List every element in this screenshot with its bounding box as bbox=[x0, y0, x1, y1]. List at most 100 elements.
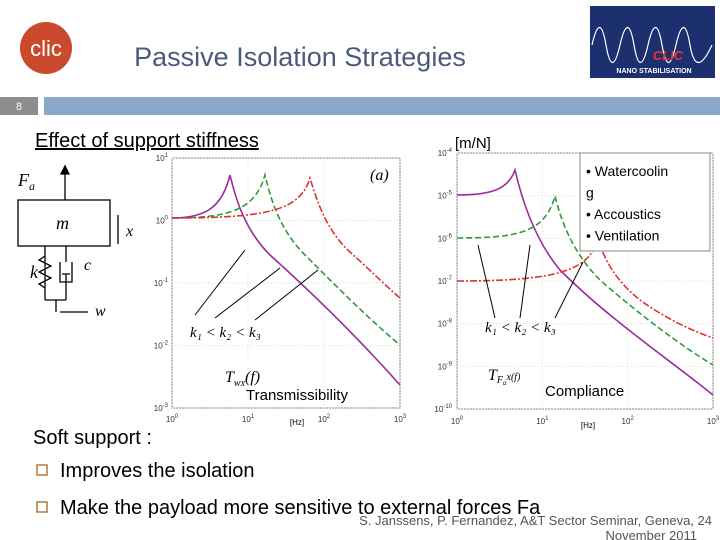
tick-exponent: 0 bbox=[165, 216, 169, 222]
right-logo-text: CLIC bbox=[653, 48, 684, 63]
tick-label: 101 bbox=[242, 414, 255, 424]
notes: • Watercoolin g • Accoustics • Ventilation bbox=[586, 163, 668, 244]
tick-base: 10 bbox=[318, 415, 327, 424]
tick-exponent: -2 bbox=[163, 341, 169, 347]
x-unit: [Hz] bbox=[581, 421, 595, 430]
bullets: Improves the isolation Make the payload m… bbox=[36, 460, 541, 519]
tick-exponent: 3 bbox=[716, 416, 720, 422]
right-curve-k3 bbox=[456, 237, 714, 339]
fn-main: T bbox=[225, 369, 235, 386]
diagram-label: c bbox=[84, 257, 91, 274]
tick-base: 10 bbox=[451, 417, 460, 426]
arrow bbox=[477, 244, 496, 319]
tick-label: 100 bbox=[451, 416, 464, 426]
diagram-label: m bbox=[56, 213, 69, 233]
stiffness-label: k₁ < k₂ < k₃ bbox=[485, 320, 556, 336]
tick-base: 10 bbox=[156, 154, 165, 163]
tick-exponent: -6 bbox=[447, 233, 453, 239]
tick-base: 10 bbox=[438, 320, 447, 329]
pointer-arrows bbox=[194, 244, 584, 321]
fn-sub: F bbox=[496, 375, 504, 386]
caption: Transmissibility bbox=[246, 387, 348, 404]
force-sub: a bbox=[29, 179, 35, 193]
fn-sub: wx bbox=[234, 378, 246, 389]
bullet-icon bbox=[36, 464, 48, 476]
tick-base: 10 bbox=[434, 405, 443, 414]
note-line: • Watercoolin bbox=[586, 163, 668, 179]
right-logo-subtext: NANO STABILISATION bbox=[616, 68, 691, 75]
fn-subsub: a bbox=[503, 379, 507, 387]
function-label: Twx(f) bbox=[225, 369, 260, 389]
intro: Soft support : bbox=[33, 427, 152, 449]
tick-label: 101 bbox=[536, 416, 549, 426]
tick-exponent: 2 bbox=[630, 416, 634, 422]
right-logo bbox=[590, 6, 715, 78]
note-line: g bbox=[586, 185, 594, 201]
panel-label: (a) bbox=[370, 167, 389, 184]
title: Passive Isolation Strategies bbox=[134, 42, 466, 72]
tick-exponent: 0 bbox=[460, 416, 464, 422]
heading: Effect of support stiffness bbox=[35, 130, 259, 152]
tick-exponent: -9 bbox=[447, 361, 453, 367]
tick-label: 10-5 bbox=[438, 191, 453, 201]
tick-exponent: -10 bbox=[443, 404, 452, 410]
tick-exponent: 1 bbox=[251, 414, 255, 420]
right-curve-k2 bbox=[456, 192, 714, 366]
notes-box bbox=[579, 152, 711, 252]
fn-rest: x(f) bbox=[506, 372, 522, 383]
tick-base: 10 bbox=[438, 277, 447, 286]
tick-base: 10 bbox=[166, 415, 175, 424]
tick-label: 10-8 bbox=[438, 319, 453, 329]
left-curve-k3 bbox=[171, 175, 401, 299]
curves bbox=[171, 167, 714, 396]
tick-exponent: 1 bbox=[165, 153, 169, 159]
logo-wave bbox=[591, 26, 713, 64]
tick-base: 10 bbox=[622, 417, 631, 426]
arrow bbox=[554, 261, 584, 319]
diagram-label: x bbox=[125, 223, 133, 240]
tick-label: 103 bbox=[707, 416, 720, 426]
footer: November 2011 bbox=[605, 528, 697, 540]
tick-base: 10 bbox=[156, 217, 165, 226]
tick-exponent: 3 bbox=[403, 414, 407, 420]
arrow bbox=[519, 244, 531, 319]
tick-exponent: -7 bbox=[447, 276, 453, 282]
tick-base: 10 bbox=[536, 417, 545, 426]
tick-exponent: 2 bbox=[327, 414, 331, 420]
note-line: • Accoustics bbox=[586, 206, 661, 222]
tick-base: 10 bbox=[242, 415, 251, 424]
tick-exponent: -5 bbox=[447, 191, 453, 197]
fn-main: T bbox=[488, 367, 498, 384]
tick-label: 100 bbox=[166, 414, 179, 424]
tick-base: 10 bbox=[707, 417, 716, 426]
stiffness-label: k₁ < k₂ < k₃ bbox=[190, 325, 261, 341]
tick-label: 10-9 bbox=[438, 361, 453, 371]
logo-text: clic bbox=[30, 36, 62, 61]
function-label: TFax(f) bbox=[488, 367, 521, 387]
arrow bbox=[194, 249, 246, 316]
slide-number: 8 bbox=[16, 101, 22, 113]
arrow bbox=[214, 267, 281, 319]
tick-base: 10 bbox=[438, 362, 447, 371]
bullet-text: Improves the isolation bbox=[60, 460, 255, 482]
diagram-label: k bbox=[30, 262, 39, 282]
tick-label: 10-3 bbox=[154, 403, 169, 413]
tick-label: 10-10 bbox=[434, 404, 452, 414]
tick-exponent: -4 bbox=[447, 148, 453, 154]
fn-rest: (f) bbox=[245, 369, 260, 386]
tick-label: 10-7 bbox=[438, 276, 453, 286]
left-curve-k2 bbox=[171, 171, 401, 346]
tick-exponent: -3 bbox=[163, 403, 169, 409]
tick-base: 10 bbox=[438, 192, 447, 201]
force-main: F bbox=[17, 170, 30, 190]
damper bbox=[59, 246, 73, 300]
tick-base: 10 bbox=[438, 149, 447, 158]
tick-exponent: -8 bbox=[447, 319, 453, 325]
logo-circle bbox=[20, 22, 72, 74]
diagram-label: w bbox=[95, 303, 106, 320]
tick-label: 10-6 bbox=[438, 233, 453, 243]
force-label: Fa bbox=[17, 170, 35, 193]
